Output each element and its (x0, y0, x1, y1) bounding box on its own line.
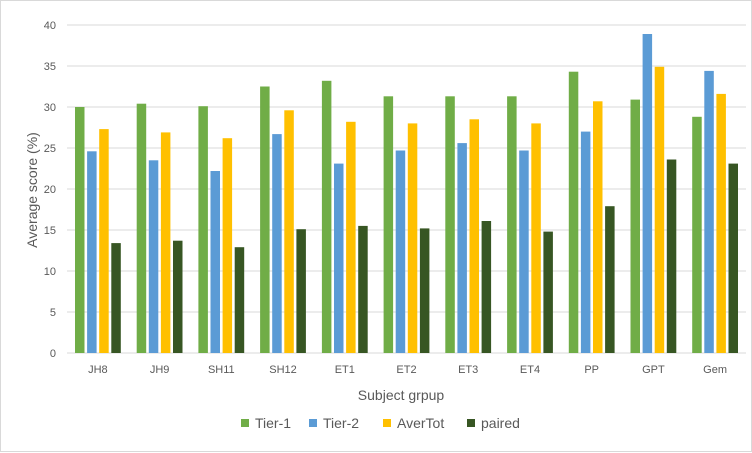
bar-avertot-gpt (654, 66, 665, 354)
bar-avertot-gem (716, 93, 726, 354)
bar-tier-1-jh9 (136, 103, 147, 353)
x-tick-label: ET4 (520, 364, 540, 376)
bar-tier-2-pp (580, 131, 591, 353)
y-tick-label: 25 (44, 143, 56, 155)
x-tick-label: JH9 (150, 364, 170, 376)
legend-label: Tier-2 (323, 415, 359, 431)
bar-paired-et2 (419, 228, 430, 353)
bar-tier-1-et3 (445, 96, 455, 354)
bar-tier-1-et2 (383, 96, 394, 354)
bar-avertot-sh11 (222, 138, 233, 353)
bar-tier-2-jh9 (148, 160, 159, 353)
bar-tier-2-et2 (395, 150, 406, 353)
bar-tier-1-sh12 (260, 86, 270, 353)
y-tick-label: 0 (50, 348, 56, 360)
bar-paired-gem (728, 163, 738, 353)
legend-swatch (383, 419, 391, 427)
legend-swatch (241, 419, 249, 427)
bars (75, 34, 738, 354)
bar-paired-jh8 (111, 243, 121, 353)
x-tick-label: ET3 (458, 364, 478, 376)
bar-paired-sh12 (296, 229, 306, 353)
bar-paired-pp (605, 206, 615, 353)
x-tick-label: PP (584, 364, 599, 376)
x-tick-label: JH8 (88, 364, 108, 376)
bar-avertot-et4 (531, 123, 541, 354)
bar-tier-1-jh8 (75, 107, 85, 353)
x-tick-label: SH12 (269, 364, 297, 376)
legend-swatch (309, 419, 317, 427)
bar-tier-1-gpt (630, 99, 640, 353)
legend: Tier-1 Tier-2 AverTot paired (241, 415, 520, 431)
legend-swatch (467, 419, 475, 427)
x-tick-label: ET2 (396, 364, 416, 376)
bar-tier-2-sh11 (210, 171, 220, 353)
bar-tier-1-sh11 (198, 106, 208, 353)
bar-paired-gpt (666, 159, 677, 353)
y-tick-label: 5 (50, 307, 56, 319)
bar-avertot-et1 (346, 121, 356, 353)
y-axis-title: Average score (%) (24, 132, 40, 248)
bar-paired-sh11 (234, 247, 245, 353)
x-tick-label: ET1 (335, 364, 355, 376)
bar-tier-1-gem (692, 116, 702, 353)
bar-avertot-jh9 (160, 132, 171, 353)
bar-paired-et1 (358, 225, 368, 353)
x-tick-label: Gem (703, 364, 727, 376)
y-tick-label: 30 (44, 102, 56, 114)
y-tick-label: 20 (44, 184, 56, 196)
y-tick-labels: 0 5 10 15 20 25 30 35 40 (44, 20, 56, 360)
bar-avertot-pp (593, 101, 603, 353)
bar-tier-2-et3 (457, 143, 467, 353)
bar-tier-2-et4 (519, 150, 529, 353)
bar-paired-et3 (481, 221, 492, 353)
bar-tier-2-sh12 (272, 134, 282, 353)
y-tick-label: 15 (44, 225, 56, 237)
bar-paired-jh9 (173, 240, 183, 353)
y-tick-label: 40 (44, 20, 56, 32)
x-tick-label: SH11 (208, 364, 235, 376)
bar-tier-1-pp (568, 71, 579, 353)
bar-tier-1-et4 (507, 96, 517, 354)
x-axis-title: Subject grpup (358, 387, 445, 403)
x-tick-labels: JH8 JH9 SH11 SH12 ET1 ET2 ET3 ET4 PP GPT Gem (88, 364, 727, 376)
y-tick-label: 35 (44, 61, 56, 73)
bar-tier-1-et1 (321, 80, 332, 354)
bar-tier-2-gpt (642, 34, 653, 353)
bar-avertot-et2 (407, 123, 418, 354)
bar-avertot-et3 (469, 119, 479, 353)
legend-label: Tier-1 (255, 415, 291, 431)
legend-label: paired (481, 415, 520, 431)
x-tick-label: GPT (642, 364, 665, 376)
bar-paired-et4 (543, 231, 553, 353)
bar-avertot-jh8 (99, 129, 109, 353)
legend-label: AverTot (397, 415, 444, 431)
bar-tier-2-gem (704, 70, 714, 354)
bar-tier-2-jh8 (87, 151, 97, 353)
bar-tier-2-et1 (334, 163, 344, 353)
bar-avertot-sh12 (284, 110, 294, 353)
y-tick-label: 10 (44, 266, 56, 278)
